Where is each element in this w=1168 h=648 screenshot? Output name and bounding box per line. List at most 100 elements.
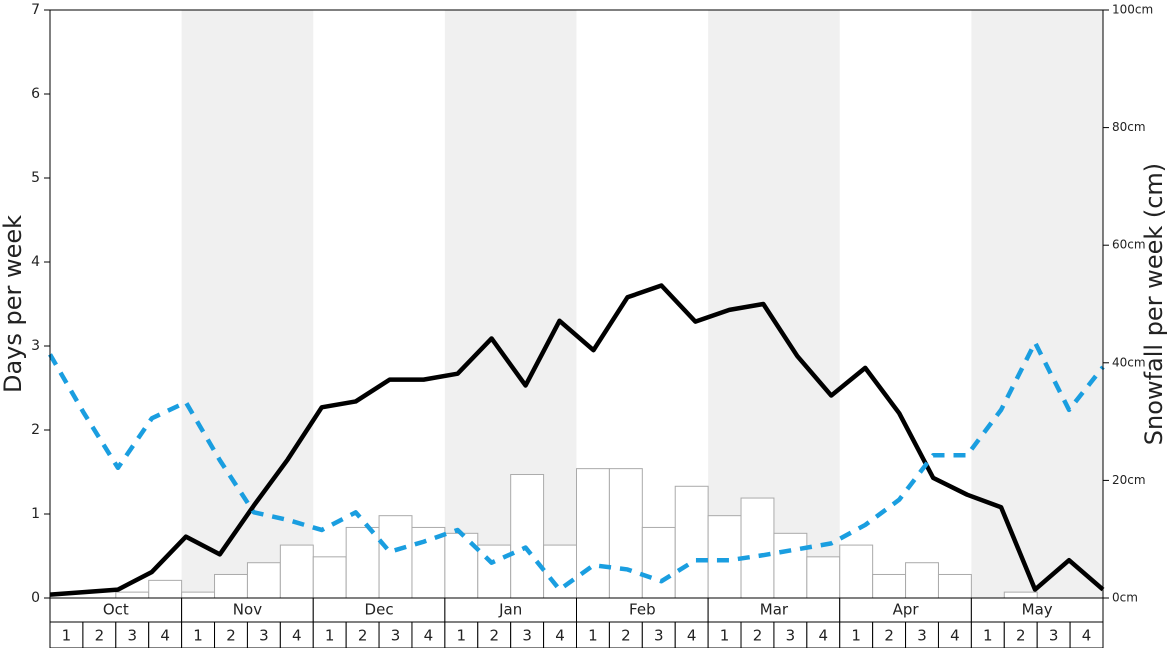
week-cell [181,621,216,648]
week-cell [707,621,742,648]
week-label: 3 [1049,627,1059,645]
week-label: 3 [654,627,664,645]
week-label: 2 [753,627,763,645]
week-cell [279,621,314,648]
month-band [971,10,1103,598]
y2-tick-label: 0cm [1112,591,1138,605]
y-axis-title: Days per week [0,215,27,393]
y-tick-label: 1 [31,506,40,522]
bar [740,497,775,599]
bar [214,573,248,599]
week-label: 1 [457,627,467,645]
y2-tick-label: 40cm [1112,355,1146,369]
bar [279,544,314,599]
week-label: 2 [1016,627,1026,645]
bar [312,556,347,599]
plot-frame [49,9,1104,599]
bar [674,485,709,599]
month-label: Oct [103,601,129,619]
week-label: 1 [325,627,335,645]
week-cell [345,621,380,648]
month-bands [181,10,1103,598]
week-label: 4 [1082,627,1092,645]
week-cell [148,621,183,648]
week-cell [576,621,610,648]
week-cell [378,621,413,648]
month-label: Mar [760,601,789,619]
week-cell [872,621,907,648]
week-label: 2 [621,627,631,645]
week-cell [82,621,117,648]
week-label: 3 [391,627,401,645]
y2-tick-label: 100cm [1112,3,1153,17]
week-cell [543,621,577,648]
bar [839,544,874,599]
week-label: 4 [424,627,434,645]
week-cell [246,621,281,648]
week-label: 4 [160,627,170,645]
y-tick-label: 3 [31,338,40,354]
week-cell [411,621,446,648]
month-band [181,10,314,598]
y-tick-label: 6 [31,86,40,102]
bar [773,532,808,599]
week-label: 3 [786,627,796,645]
bar [905,562,939,599]
line [49,283,1105,597]
y2-tick-label: 20cm [1112,473,1146,487]
bar [1003,591,1038,599]
week-label: 2 [95,627,105,645]
week-label: 3 [259,627,269,645]
week-label: 2 [358,627,368,645]
week-cell [641,621,676,648]
week-cell [49,621,84,648]
week-label: 1 [62,627,72,645]
week-label: 1 [193,627,203,645]
bar [641,526,676,599]
y-tick-label: 2 [31,422,40,438]
month-label: May [1022,601,1053,619]
week-cell [740,621,775,648]
week-label: 1 [720,627,730,645]
bar [411,526,446,599]
week-cell [312,621,347,648]
month-cell [839,597,972,623]
week-label: 4 [819,627,829,645]
month-label: Nov [233,601,262,619]
week-cell [773,621,808,648]
week-cell [510,621,545,648]
week-cell [905,621,939,648]
week-label: 4 [555,627,565,645]
week-label: 3 [127,627,137,645]
week-label: 2 [489,627,499,645]
week-label: 1 [851,627,861,645]
month-label: Jan [498,601,522,619]
bar [345,526,380,599]
bar [181,591,216,599]
bar [148,579,183,599]
week-label: 1 [983,627,993,645]
bar [510,474,545,599]
week-label: 1 [588,627,598,645]
bar [576,468,610,599]
bar [707,515,742,599]
week-cell [1036,621,1071,648]
bar [543,544,577,599]
bar [477,544,512,599]
bar [608,468,643,599]
y-tick-label: 5 [31,170,40,186]
week-label: 2 [884,627,894,645]
week-label: 2 [226,627,236,645]
month-label: Apr [893,601,920,619]
y2-tick-label: 60cm [1112,238,1146,252]
y-tick-label: 0 [31,590,40,606]
y-tick-label: 4 [31,254,40,270]
bar [378,515,413,599]
bar [246,562,281,599]
month-label: Feb [629,601,656,619]
bar [872,573,907,599]
y2-axis-title: Snowfall per week (cm) [1140,163,1168,445]
y2-tick-label: 80cm [1112,120,1146,134]
month-label: Dec [365,601,394,619]
